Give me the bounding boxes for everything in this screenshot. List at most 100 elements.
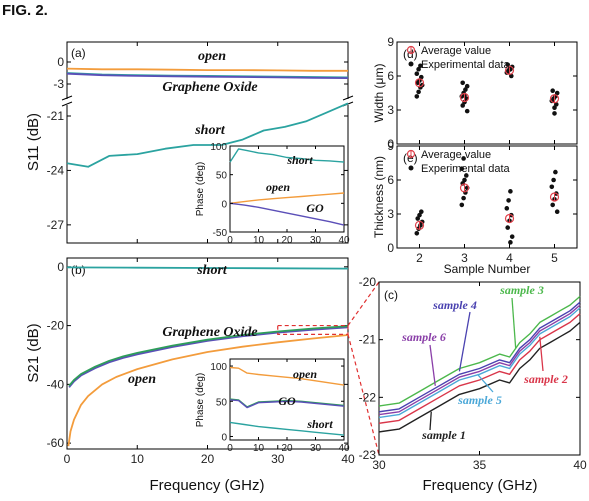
panel-a-inset-line	[229, 202, 345, 226]
panel-a-inset-x-tick-label: 20	[281, 235, 293, 246]
experimental-data-point	[550, 88, 555, 94]
sample-label: sample 2	[523, 372, 568, 386]
legend-average-label: Average value	[421, 149, 491, 161]
experimental-data-point	[508, 189, 513, 194]
experimental-data-point	[419, 209, 424, 215]
panel-c-y-tick-label: -22	[359, 390, 377, 404]
panel-d-frame	[396, 41, 578, 145]
panel-b-tag: (b)	[71, 263, 86, 277]
panel-b-series-line	[67, 334, 349, 447]
experimental-data-point	[460, 80, 466, 86]
panel-b-inset-frame	[229, 358, 345, 441]
experimental-data-point	[464, 173, 469, 178]
panel-b-ylabel: S21 (dB)	[25, 323, 42, 382]
panel-a-inset-x-tick-label: 0	[227, 235, 233, 246]
panel-d-y-tick-label: 3	[387, 103, 394, 117]
sample-pointer-line	[511, 297, 517, 349]
experimental-data-point	[552, 105, 557, 111]
panel-b-y-tick-label: -20	[47, 319, 65, 333]
sample-pointer-line	[458, 311, 471, 372]
panel-b-x-tick-label: 30	[271, 452, 285, 466]
panel-a-tag: (a)	[71, 46, 86, 60]
experimental-data-point	[463, 87, 468, 92]
panel-c-x-tick-label: 30	[372, 458, 386, 472]
panel-c-series-line	[378, 313, 581, 424]
sample-label: sample 5	[457, 393, 502, 407]
experimental-data-point	[414, 71, 420, 77]
panel-b-inset-x-tick-label: 10	[253, 443, 265, 454]
panel-e-ylabel: Thickness (nm)	[372, 156, 386, 238]
panel-b-inset-x-tick-label: 30	[310, 443, 322, 454]
panel-a-series-line	[66, 67, 348, 72]
legend-experimental-marker	[408, 61, 414, 67]
panel-e-y-tick-label: 9	[387, 139, 394, 153]
panel-e-x-tick-label: 3	[461, 251, 468, 265]
panel-a-inset-y-tick-label: -50	[213, 228, 228, 239]
panel-e-y-tick-label: 3	[387, 207, 394, 221]
annotation-graphene-oxide: Graphene Oxide	[162, 80, 257, 95]
legend-average-label: Average value	[421, 45, 491, 57]
panel-a-inset-x-tick-label: 30	[310, 235, 322, 246]
experimental-data-point	[416, 89, 421, 95]
panel-b-inset-y-tick-label: 0	[221, 432, 227, 443]
panel-b-inset-x-tick-label: 20	[281, 443, 293, 454]
panel-b-inset-line	[229, 366, 345, 386]
experimental-data-point	[506, 198, 511, 203]
experimental-data-point	[414, 94, 420, 99]
panel-b-x-tick-label: 0	[64, 452, 71, 466]
panel-a-inset-line	[229, 192, 345, 204]
panel-e-x-tick-label: 4	[506, 251, 513, 265]
panel-b-x-tick-label: 40	[341, 452, 355, 466]
experimental-data-point	[508, 240, 513, 245]
experimental-data-point	[509, 234, 515, 239]
experimental-data-point	[414, 230, 420, 236]
panel-e-x-tick-label: 2	[416, 251, 423, 265]
figure-label: FIG. 2.	[2, 2, 48, 19]
panel-c-x-tick-label: 40	[573, 458, 587, 472]
experimental-data-point	[552, 111, 557, 116]
panel-b-series-line	[66, 266, 349, 270]
panel-c-series-line	[378, 307, 581, 419]
panel-a-y-tick-label: -27	[47, 218, 65, 232]
panel-c-series-line	[378, 304, 581, 416]
experimental-data-point	[417, 212, 422, 218]
panel-a-inset-ylabel: Phase (deg)	[195, 162, 206, 216]
experimental-data-point	[418, 63, 423, 69]
sample-label: sample 6	[401, 330, 446, 344]
panel-a-y-tick-label: 0	[57, 55, 64, 69]
panel-a-inset-x-tick-label: 10	[253, 235, 265, 246]
legend-experimental-label: Experimental data	[421, 59, 511, 71]
inset-annotation-open: open	[266, 180, 290, 194]
panel-b-inset-y-tick-label: 50	[216, 397, 228, 408]
inset-annotation-open: open	[293, 367, 317, 381]
panel-b-inset-line	[229, 421, 345, 436]
zoom-connector-line	[347, 281, 380, 326]
panel-b-y-tick-label: 0	[57, 260, 64, 274]
panel-a-inset-y-tick-label: 100	[210, 142, 227, 153]
experimental-data-point	[504, 206, 510, 211]
experimental-data-point	[550, 202, 555, 208]
experimental-data-point	[551, 177, 556, 183]
inset-annotation-short: short	[306, 417, 333, 431]
panel-e-y-tick-label: 6	[387, 173, 394, 187]
experimental-data-point	[554, 209, 560, 215]
experimental-data-point	[459, 202, 465, 208]
annotation-open: open	[128, 372, 156, 387]
panel-c-series-line	[378, 295, 581, 407]
panel-a-y-tick-label: -24	[47, 163, 65, 177]
panel-c-series-line	[378, 321, 581, 433]
sample-pointer-line	[429, 411, 432, 431]
panel-a-y-tick-label: -21	[47, 109, 65, 123]
panel-c-y-tick-label: -20	[359, 275, 377, 289]
panel-b-series-line	[68, 325, 349, 387]
zoom-region-box	[277, 324, 349, 336]
panel-c-series-line	[378, 301, 581, 413]
experimental-data-point	[553, 169, 558, 175]
experimental-data-point	[461, 195, 466, 201]
experimental-data-point	[459, 166, 465, 171]
panel-a-inset-y-tick-label: 0	[221, 199, 227, 210]
experimental-data-point	[554, 90, 560, 96]
annotation-graphene-oxide: Graphene Oxide	[162, 325, 257, 340]
panel-d-ylabel: Width (μm)	[372, 64, 386, 123]
